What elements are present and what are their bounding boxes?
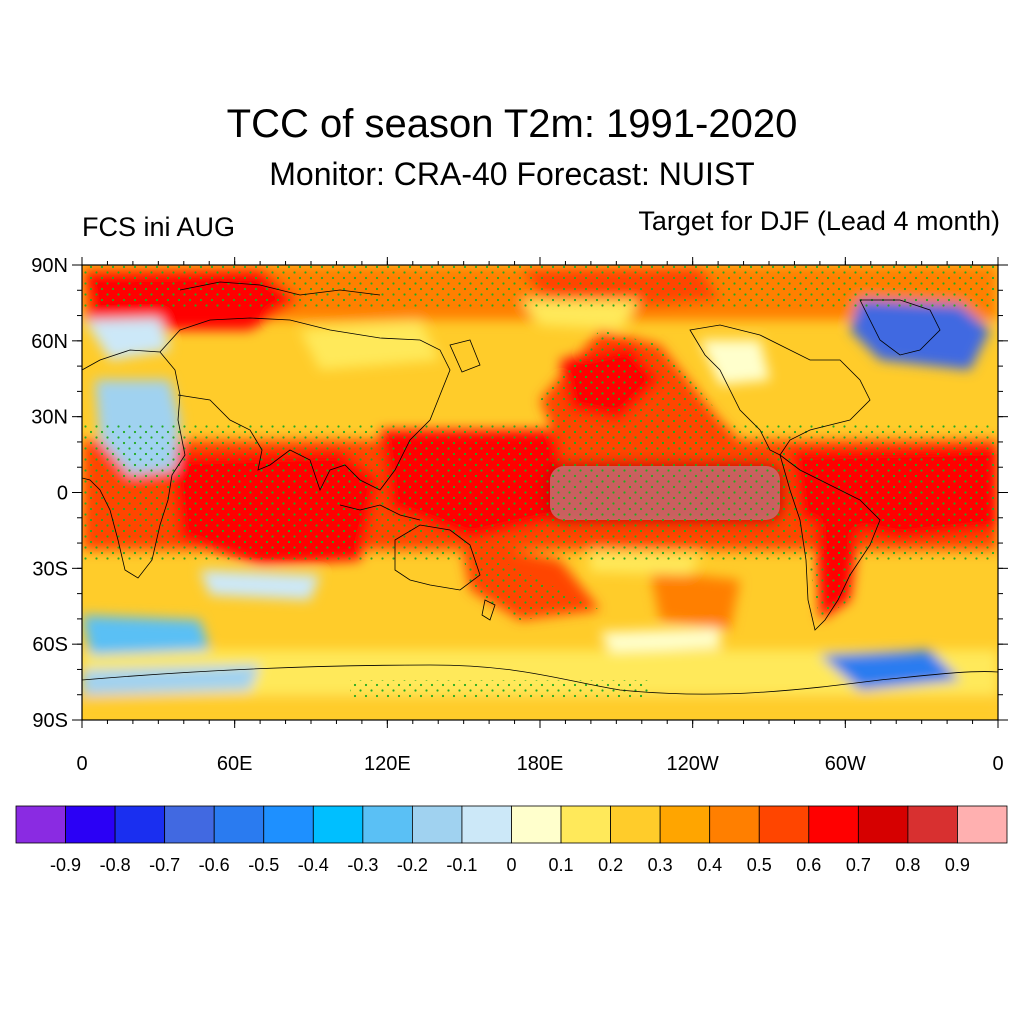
colorbar-swatch bbox=[312, 805, 364, 844]
colorbar-swatch bbox=[957, 805, 1008, 844]
lon-label: 0 bbox=[992, 753, 1003, 775]
lat-label: 60N bbox=[31, 331, 68, 353]
colorbar-swatch bbox=[461, 805, 512, 844]
colorbar-tick-label: 0.9 bbox=[945, 855, 970, 875]
colorbar-swatch bbox=[758, 805, 810, 844]
lat-label: 60S bbox=[32, 634, 68, 656]
colorbar-tick-label: 0.5 bbox=[747, 855, 772, 875]
colorbar-tick-label: 0.2 bbox=[598, 855, 623, 875]
lat-label: 0 bbox=[57, 483, 68, 505]
lat-label: 30S bbox=[32, 558, 68, 580]
colorbar-tick-label: 0 bbox=[506, 855, 516, 875]
colorbar-tick-label: 0.1 bbox=[549, 855, 574, 875]
colorbar-tick-label: 0.8 bbox=[895, 855, 920, 875]
correlation-field bbox=[82, 265, 998, 720]
colorbar-swatch bbox=[659, 805, 711, 844]
lat-label: 90S bbox=[32, 710, 68, 732]
colorbar-swatch bbox=[164, 805, 215, 844]
colorbar-swatch bbox=[511, 805, 562, 844]
colorbar-tick-label: -0.5 bbox=[248, 855, 279, 875]
colorbar-swatch bbox=[857, 805, 909, 844]
colorbar-tick-label: -0.3 bbox=[347, 855, 378, 875]
colorbar-tick-label: -0.4 bbox=[298, 855, 329, 875]
colorbar bbox=[15, 805, 1008, 844]
lon-label: 180E bbox=[517, 753, 564, 775]
axis-ticks bbox=[72, 257, 1008, 728]
colorbar-swatch bbox=[560, 805, 611, 844]
lon-label: 120E bbox=[364, 753, 411, 775]
colorbar-tick-label: -0.6 bbox=[199, 855, 230, 875]
colorbar-tick-label: 0.6 bbox=[796, 855, 821, 875]
colorbar-tick-label: 0.7 bbox=[846, 855, 871, 875]
map-title: TCC of season T2m: 1991-2020 bbox=[226, 102, 798, 146]
target-season-label: Target for DJF (Lead 4 month) bbox=[638, 206, 1000, 236]
colorbar-swatch bbox=[709, 805, 760, 844]
colorbar-swatch bbox=[907, 805, 958, 844]
colorbar-swatch bbox=[808, 805, 859, 844]
lon-label: 0 bbox=[76, 753, 87, 775]
colorbar-swatch bbox=[362, 805, 413, 844]
colorbar-swatch bbox=[610, 805, 661, 844]
colorbar-swatch bbox=[15, 805, 66, 844]
lon-label: 60E bbox=[217, 753, 253, 775]
colorbar-swatch bbox=[213, 805, 265, 844]
colorbar-tick-label: -0.1 bbox=[446, 855, 477, 875]
colorbar-swatch bbox=[65, 805, 116, 844]
colorbar-swatch bbox=[114, 805, 166, 844]
colorbar-tick-label: 0.3 bbox=[648, 855, 673, 875]
colorbar-tick-label: 0.4 bbox=[697, 855, 722, 875]
latitude-labels: 90N 60N 30N 0 30S 60S 90S bbox=[31, 255, 68, 732]
colorbar-swatch bbox=[263, 805, 314, 844]
lat-label: 30N bbox=[31, 407, 68, 429]
colorbar-tick-label: -0.7 bbox=[149, 855, 180, 875]
colorbar-tick-label: -0.8 bbox=[100, 855, 131, 875]
colorbar-tick-label: -0.9 bbox=[50, 855, 81, 875]
longitude-labels: 0 60E 120E 180E 120W 60W 0 bbox=[76, 753, 1003, 775]
coastlines bbox=[82, 281, 998, 695]
map-subtitle: Monitor: CRA-40 Forecast: NUIST bbox=[269, 156, 755, 192]
significance-stippling bbox=[82, 265, 998, 700]
lat-label: 90N bbox=[31, 255, 68, 277]
lon-label: 60W bbox=[825, 753, 866, 775]
lon-label: 120W bbox=[667, 753, 719, 775]
init-month-label: FCS ini AUG bbox=[82, 212, 236, 242]
colorbar-swatch bbox=[411, 805, 463, 844]
colorbar-labels: -0.9 -0.8 -0.7 -0.6 -0.5 -0.4 -0.3 -0.2 -0.1 0 0.1… bbox=[50, 855, 970, 875]
colorbar-tick-label: -0.2 bbox=[397, 855, 428, 875]
